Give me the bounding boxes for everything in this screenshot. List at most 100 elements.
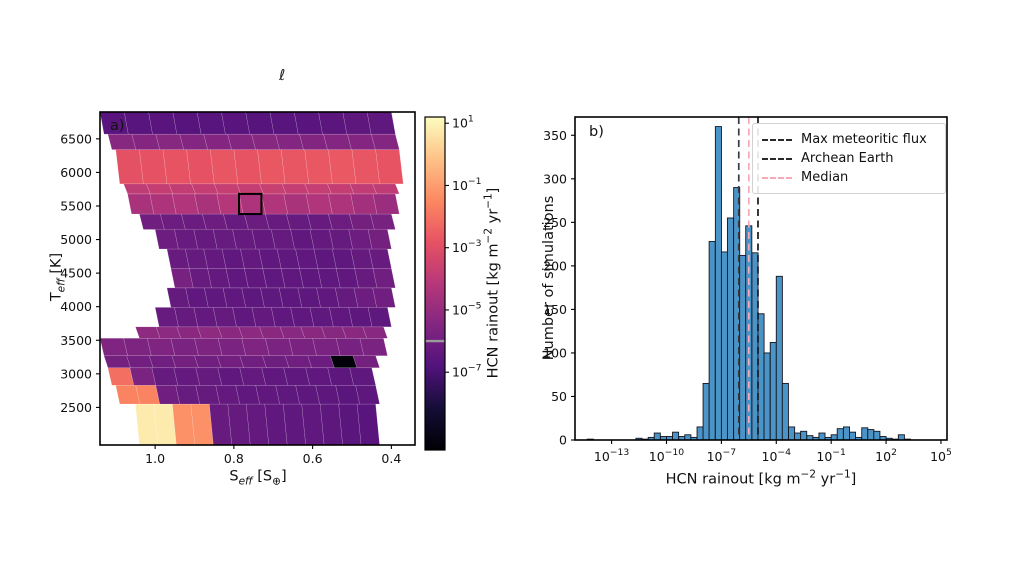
heatmap-cell: [221, 112, 250, 135]
heatmap-cell: [304, 183, 332, 195]
hist-xlabel-s1: −2: [800, 468, 817, 481]
heatmap-cell: [372, 268, 396, 289]
heatmap-cell: [172, 112, 202, 135]
histogram-bar: [800, 430, 808, 441]
heatmap-cell: [148, 355, 177, 369]
heatmap-cell: [239, 367, 267, 386]
heatmap-cell: [124, 112, 153, 135]
heatmap-cell: [149, 193, 177, 215]
heatmap-cell: [126, 355, 154, 369]
heatmap-cell: [123, 183, 151, 195]
heatmap-cell: [300, 326, 326, 339]
axis-tick-label: 101: [452, 114, 474, 131]
histogram-bar: [739, 254, 747, 441]
heatmap-cell: [123, 338, 152, 356]
y-tick-label: 250: [543, 215, 567, 230]
heatmap-cell: [181, 213, 207, 230]
histogram-bar: [794, 432, 802, 441]
panel-b-label: b): [589, 124, 604, 140]
heatmap-cell: [135, 326, 161, 339]
heatmap-cell: [257, 149, 286, 185]
heatmap-cell: [299, 133, 328, 150]
y-tick-label: 0: [559, 433, 567, 448]
heatmap-cell: [151, 367, 179, 386]
heatmap-cell: [139, 149, 168, 185]
heatmap-cell: [259, 326, 285, 339]
heatmap-cell: [186, 149, 215, 185]
heatmap-cell: [216, 355, 245, 369]
xlabel-earth-symbol: ⊕: [272, 475, 281, 488]
y-tick-label: 6000: [60, 165, 92, 180]
colorbar-gradient: [424, 116, 446, 451]
heatmap-cell: [262, 355, 290, 369]
axis-tick-label: 10−7: [707, 447, 737, 464]
heatmap-cell: [155, 326, 182, 339]
xlabel-sub: eff: [238, 475, 253, 488]
xlabel-close: ]: [280, 468, 287, 485]
heatmap-cell: [368, 248, 392, 269]
x-tick-label: 0.4: [381, 451, 401, 466]
heatmap-cell: [241, 338, 270, 356]
heatmap-cell: [347, 133, 376, 150]
heatmap-cell: [328, 213, 354, 230]
legend-item-archean-earth: Archean Earth: [762, 149, 936, 168]
heatmap-cell: [307, 213, 333, 230]
histogram-bar: [714, 126, 722, 441]
heatmap-cell: [168, 183, 196, 195]
histogram-bar: [763, 352, 771, 441]
legend-dash-sample-pink-icon: [762, 176, 792, 179]
heatmap-cell: [236, 183, 264, 195]
heatmap-cell: [245, 112, 275, 135]
histogram-bar: [873, 430, 881, 441]
axis-tick-label: 10−4: [762, 447, 792, 464]
heatmap-cell: [349, 213, 375, 230]
heatmap-cell: [239, 355, 267, 369]
heatmap-cell: [195, 367, 223, 386]
heatmap-cell: [366, 112, 396, 135]
histogram-xaxis-label: HCN rainout [kg m−2 yr−1]: [666, 469, 857, 488]
y-tick-label: 2500: [60, 400, 92, 415]
panel-a-label: a): [110, 118, 125, 134]
heatmap-cell: [115, 149, 144, 185]
axis-tick-label: 10−13: [594, 447, 630, 464]
x-tick-label: 0.6: [303, 451, 323, 466]
legend-dash-sample-black-icon: [762, 138, 792, 141]
heatmap-xaxis-label: Seff [S⊕]: [229, 469, 286, 488]
heatmap-cell: [176, 326, 202, 339]
histogram-bar: [653, 432, 661, 441]
heatmap-cell: [286, 213, 312, 230]
ylabel-sub: eff: [55, 278, 68, 293]
heatmap-cell: [288, 338, 317, 356]
heatmap-cell: [370, 213, 396, 230]
y-tick-label: 3500: [60, 333, 92, 348]
heatmap-cell: [217, 338, 247, 356]
heatmap-cell: [160, 213, 186, 230]
histogram-bar: [818, 432, 826, 441]
heatmap-cell: [349, 367, 377, 386]
heatmap-cell: [103, 355, 131, 369]
heatmap-cell: [284, 355, 313, 369]
heatmap-cell: [372, 287, 396, 308]
histogram-bar: [702, 382, 710, 441]
x-tick-label: 0.8: [224, 451, 244, 466]
axis-tick-label: 10−5: [452, 300, 482, 317]
heatmap-cell: [171, 355, 199, 369]
heatmap-cell: [265, 213, 291, 230]
heatmap-cell: [367, 307, 392, 328]
heatmap-cell: [350, 193, 378, 215]
heatmap-cell: [375, 149, 404, 185]
heatmap-cell: [148, 112, 178, 135]
heatmap-cell: [265, 338, 294, 356]
legend-item-median: Median: [762, 168, 936, 187]
heatmap-cell: [129, 367, 157, 386]
heatmap-cell: [170, 338, 199, 356]
heatmap-cell: [359, 338, 388, 356]
heatmap-cell: [372, 193, 400, 215]
y-tick-label: 350: [543, 128, 567, 143]
heatmap-cell: [139, 213, 165, 230]
axis-tick-label: 10−7: [452, 363, 482, 380]
y-tick-label: 5000: [60, 232, 92, 247]
heatmap-cell: [191, 183, 219, 195]
